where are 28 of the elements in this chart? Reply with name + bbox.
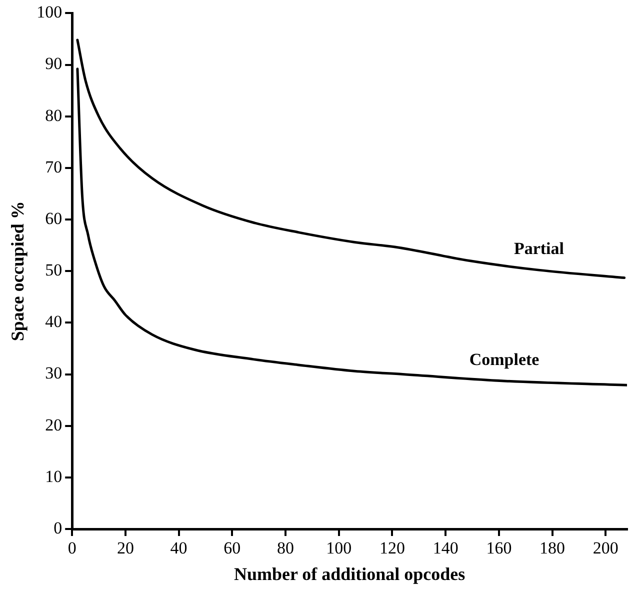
y-tick-label: 40	[45, 312, 62, 332]
x-tick-label: 20	[116, 538, 134, 558]
x-tick-label: 80	[277, 538, 294, 558]
x-tick-label: 120	[379, 538, 405, 558]
x-tick-label: 100	[326, 538, 352, 558]
x-tick-label: 40	[170, 538, 188, 558]
y-tick-label: 60	[45, 208, 62, 228]
x-tick-label: 0	[68, 538, 76, 558]
y-tick-label: 50	[45, 260, 62, 280]
x-tick-label: 160	[486, 538, 512, 558]
y-tick-label: 70	[45, 157, 62, 176]
y-tick-label: 0	[54, 518, 62, 538]
y-axis-title: Space occupied %	[7, 201, 28, 342]
series-label: Complete	[469, 350, 540, 369]
x-tick-label: 200	[592, 538, 618, 558]
x-tick-label: 180	[540, 538, 566, 558]
y-tick-label: 30	[45, 364, 62, 383]
y-tick-label: 90	[45, 54, 62, 74]
x-axis-title: Number of additional opcodes	[234, 564, 466, 584]
line-series	[76, 38, 626, 280]
y-tick-label: 20	[45, 415, 62, 434]
series-label: Partial	[514, 238, 564, 258]
x-tick-label: 60	[224, 538, 241, 558]
y-tick-label: 10	[45, 466, 62, 486]
y-tick-label: 80	[45, 106, 62, 125]
line-series	[76, 68, 627, 386]
y-tick-label: 100	[36, 2, 62, 22]
x-tick-label: 140	[432, 538, 458, 558]
